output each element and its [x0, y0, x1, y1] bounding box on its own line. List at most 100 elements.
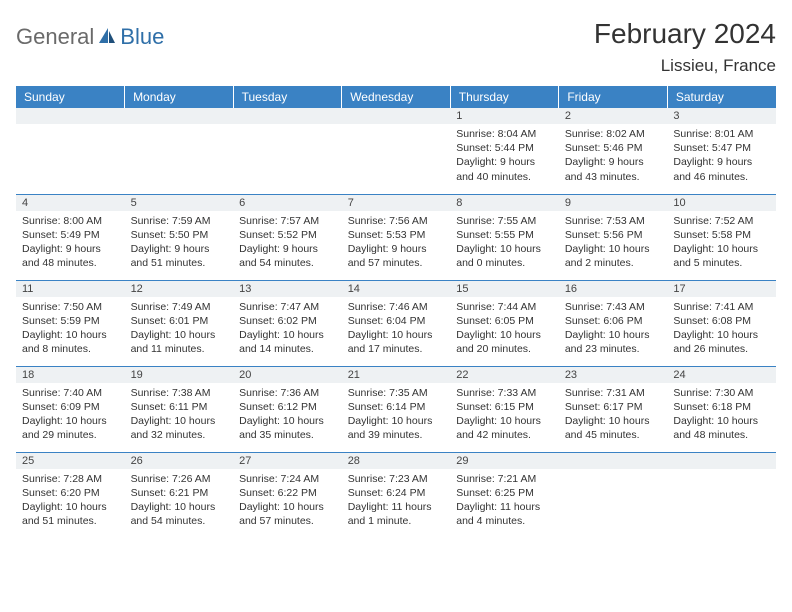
calendar-cell: 15Sunrise: 7:44 AMSunset: 6:05 PMDayligh… — [450, 280, 559, 366]
sunset-text: Sunset: 5:44 PM — [456, 141, 553, 155]
daylight-text: Daylight: 9 hours and 46 minutes. — [673, 155, 770, 183]
day-header-row: Sunday Monday Tuesday Wednesday Thursday… — [16, 86, 776, 108]
daylight-text: Daylight: 9 hours and 48 minutes. — [22, 242, 119, 270]
sunset-text: Sunset: 6:04 PM — [348, 314, 445, 328]
calendar-cell: 8Sunrise: 7:55 AMSunset: 5:55 PMDaylight… — [450, 194, 559, 280]
sunset-text: Sunset: 6:25 PM — [456, 486, 553, 500]
calendar-cell: 14Sunrise: 7:46 AMSunset: 6:04 PMDayligh… — [342, 280, 451, 366]
day-number: 3 — [667, 108, 776, 124]
sunset-text: Sunset: 5:58 PM — [673, 228, 770, 242]
day-details — [16, 124, 125, 131]
day-details: Sunrise: 7:44 AMSunset: 6:05 PMDaylight:… — [450, 297, 559, 361]
day-number: 10 — [667, 195, 776, 211]
daylight-text: Daylight: 10 hours and 17 minutes. — [348, 328, 445, 356]
day-details: Sunrise: 7:53 AMSunset: 5:56 PMDaylight:… — [559, 211, 668, 275]
day-number: 8 — [450, 195, 559, 211]
calendar-cell: 21Sunrise: 7:35 AMSunset: 6:14 PMDayligh… — [342, 366, 451, 452]
sunrise-text: Sunrise: 7:43 AM — [565, 300, 662, 314]
calendar-cell: 17 Sunrise: 7:41 AMSunset: 6:08 PMDayligh… — [667, 280, 776, 366]
day-number: 9 — [559, 195, 668, 211]
daylight-text: Daylight: 10 hours and 5 minutes. — [673, 242, 770, 270]
daylight-text: Daylight: 10 hours and 51 minutes. — [22, 500, 119, 528]
calendar-row: 4Sunrise: 8:00 AMSunset: 5:49 PMDaylight… — [16, 194, 776, 280]
day-number: 13 — [233, 281, 342, 297]
calendar-cell: 1Sunrise: 8:04 AMSunset: 5:44 PMDaylight… — [450, 108, 559, 194]
sunrise-text: Sunrise: 7:33 AM — [456, 386, 553, 400]
daylight-text: Daylight: 10 hours and 8 minutes. — [22, 328, 119, 356]
daylight-text: Daylight: 10 hours and 32 minutes. — [131, 414, 228, 442]
day-details: Sunrise: 8:01 AMSunset: 5:47 PMDaylight:… — [667, 124, 776, 188]
sunset-text: Sunset: 6:09 PM — [22, 400, 119, 414]
day-number: 20 — [233, 367, 342, 383]
sunrise-text: Sunrise: 7:35 AM — [348, 386, 445, 400]
sunrise-text: Sunrise: 7:46 AM — [348, 300, 445, 314]
calendar-cell — [233, 108, 342, 194]
day-number — [16, 108, 125, 124]
day-number — [342, 108, 451, 124]
day-details: Sunrise: 7:31 AMSunset: 6:17 PMDaylight:… — [559, 383, 668, 447]
sail-icon — [97, 26, 117, 51]
day-details: Sunrise: 7:47 AMSunset: 6:02 PMDaylight:… — [233, 297, 342, 361]
calendar-cell: 24Sunrise: 7:30 AMSunset: 6:18 PMDayligh… — [667, 366, 776, 452]
page-title: February 2024 — [594, 18, 776, 50]
sunrise-text: Sunrise: 7:21 AM — [456, 472, 553, 486]
sunrise-text: Sunrise: 8:00 AM — [22, 214, 119, 228]
day-number: 5 — [125, 195, 234, 211]
calendar-cell: 4Sunrise: 8:00 AMSunset: 5:49 PMDaylight… — [16, 194, 125, 280]
sunset-text: Sunset: 6:14 PM — [348, 400, 445, 414]
sunrise-text: Sunrise: 7:24 AM — [239, 472, 336, 486]
daylight-text: Daylight: 11 hours and 1 minute. — [348, 500, 445, 528]
day-number: 11 — [16, 281, 125, 297]
day-details — [667, 469, 776, 476]
sunrise-text: Sunrise: 7:52 AM — [673, 214, 770, 228]
daylight-text: Daylight: 10 hours and 11 minutes. — [131, 328, 228, 356]
day-number: 19 — [125, 367, 234, 383]
day-number: 2 — [559, 108, 668, 124]
calendar-row: 18Sunrise: 7:40 AMSunset: 6:09 PMDayligh… — [16, 366, 776, 452]
day-number — [125, 108, 234, 124]
daylight-text: Daylight: 10 hours and 26 minutes. — [673, 328, 770, 356]
day-header: Monday — [125, 86, 234, 108]
logo: General Blue — [16, 18, 164, 50]
sunrise-text: Sunrise: 7:56 AM — [348, 214, 445, 228]
calendar-cell: 20Sunrise: 7:36 AMSunset: 6:12 PMDayligh… — [233, 366, 342, 452]
sunrise-text: Sunrise: 7:40 AM — [22, 386, 119, 400]
day-details: Sunrise: 7:52 AMSunset: 5:58 PMDaylight:… — [667, 211, 776, 275]
day-number: 25 — [16, 453, 125, 469]
day-details: Sunrise: 7:26 AMSunset: 6:21 PMDaylight:… — [125, 469, 234, 533]
day-details: Sunrise: 7:35 AMSunset: 6:14 PMDaylight:… — [342, 383, 451, 447]
sunset-text: Sunset: 5:50 PM — [131, 228, 228, 242]
calendar-cell: 22Sunrise: 7:33 AMSunset: 6:15 PMDayligh… — [450, 366, 559, 452]
calendar-row: 1Sunrise: 8:04 AMSunset: 5:44 PMDaylight… — [16, 108, 776, 194]
day-header: Tuesday — [233, 86, 342, 108]
day-details: Sunrise: 7:59 AMSunset: 5:50 PMDaylight:… — [125, 211, 234, 275]
day-number: 7 — [342, 195, 451, 211]
day-details — [233, 124, 342, 131]
day-details: Sunrise: 7:40 AMSunset: 6:09 PMDaylight:… — [16, 383, 125, 447]
day-details: Sunrise: 7:46 AMSunset: 6:04 PMDaylight:… — [342, 297, 451, 361]
day-details: Sunrise: 7:38 AMSunset: 6:11 PMDaylight:… — [125, 383, 234, 447]
calendar-cell — [667, 452, 776, 538]
calendar-cell: 10Sunrise: 7:52 AMSunset: 5:58 PMDayligh… — [667, 194, 776, 280]
sunset-text: Sunset: 5:49 PM — [22, 228, 119, 242]
calendar-cell: 25Sunrise: 7:28 AMSunset: 6:20 PMDayligh… — [16, 452, 125, 538]
day-number: 17 — [667, 281, 776, 297]
sunset-text: Sunset: 6:08 PM — [673, 314, 770, 328]
daylight-text: Daylight: 10 hours and 54 minutes. — [131, 500, 228, 528]
day-details: Sunrise: 7:56 AMSunset: 5:53 PMDaylight:… — [342, 211, 451, 275]
sunrise-text: Sunrise: 7:57 AM — [239, 214, 336, 228]
sunrise-text: Sunrise: 7:26 AM — [131, 472, 228, 486]
sunset-text: Sunset: 5:56 PM — [565, 228, 662, 242]
day-number — [233, 108, 342, 124]
sunrise-text: Sunrise: 7:41 AM — [673, 300, 770, 314]
day-number: 1 — [450, 108, 559, 124]
calendar-cell — [559, 452, 668, 538]
day-details: Sunrise: 7:36 AMSunset: 6:12 PMDaylight:… — [233, 383, 342, 447]
calendar-cell: 26Sunrise: 7:26 AMSunset: 6:21 PMDayligh… — [125, 452, 234, 538]
sunset-text: Sunset: 5:59 PM — [22, 314, 119, 328]
calendar-cell: 23Sunrise: 7:31 AMSunset: 6:17 PMDayligh… — [559, 366, 668, 452]
daylight-text: Daylight: 10 hours and 45 minutes. — [565, 414, 662, 442]
sunset-text: Sunset: 6:11 PM — [131, 400, 228, 414]
daylight-text: Daylight: 10 hours and 29 minutes. — [22, 414, 119, 442]
day-details: Sunrise: 7:49 AMSunset: 6:01 PMDaylight:… — [125, 297, 234, 361]
